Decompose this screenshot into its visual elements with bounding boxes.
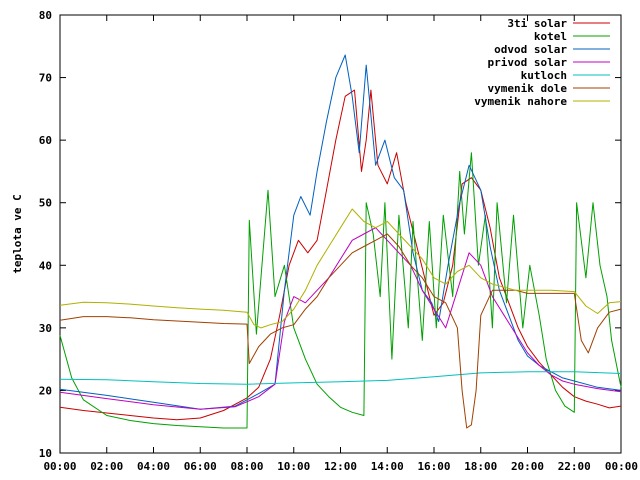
legend-label: vymenik nahore xyxy=(474,95,567,108)
series-line-3ti-solar xyxy=(59,89,622,421)
x-tick-label: 00:00 xyxy=(43,460,76,473)
y-tick-label: 70 xyxy=(39,72,52,85)
x-tick-label: 16:00 xyxy=(417,460,450,473)
y-axis: 10 20 30 40 50 60 70 80 xyxy=(39,9,621,460)
x-tick-label: 08:00 xyxy=(230,460,263,473)
y-tick-label: 10 xyxy=(39,447,52,460)
y-tick-label: 80 xyxy=(39,9,52,22)
series-lines xyxy=(59,54,622,429)
x-tick-label: 10:00 xyxy=(277,460,310,473)
x-tick-label: 22:00 xyxy=(558,460,591,473)
series-line-vymenik-dole xyxy=(59,233,622,429)
x-tick-label: 04:00 xyxy=(137,460,170,473)
series-line-kutloch xyxy=(59,371,622,385)
x-tick-label: 00:00 xyxy=(605,460,638,473)
legend-label: odvod solar xyxy=(494,43,567,56)
series-line-privod-solar xyxy=(59,227,622,410)
y-tick-label: 20 xyxy=(39,384,52,397)
legend-label: kutloch xyxy=(521,69,567,82)
x-tick-label: 18:00 xyxy=(464,460,497,473)
y-axis-label: teplota ve C xyxy=(11,194,24,273)
x-tick-label: 02:00 xyxy=(90,460,123,473)
y-tick-label: 40 xyxy=(39,259,52,272)
x-axis: 00:00 02:00 04:00 06:00 08:00 10:00 12:00 14:00… xyxy=(43,15,638,473)
legend-label: 3ti solar xyxy=(507,17,567,30)
x-tick-label: 06:00 xyxy=(184,460,217,473)
x-tick-label: 14:00 xyxy=(371,460,404,473)
x-tick-label: 12:00 xyxy=(324,460,357,473)
x-tick-label: 20:00 xyxy=(511,460,544,473)
series-line-odvod-solar xyxy=(59,54,622,410)
series-line-vymenik-nahore xyxy=(59,208,622,329)
legend-label: vymenik dole xyxy=(488,82,568,95)
legend-label: kotel xyxy=(534,30,567,43)
y-tick-label: 60 xyxy=(39,134,52,147)
y-tick-label: 30 xyxy=(39,322,52,335)
legend-label: privod solar xyxy=(488,56,568,69)
y-tick-label: 50 xyxy=(39,197,52,210)
